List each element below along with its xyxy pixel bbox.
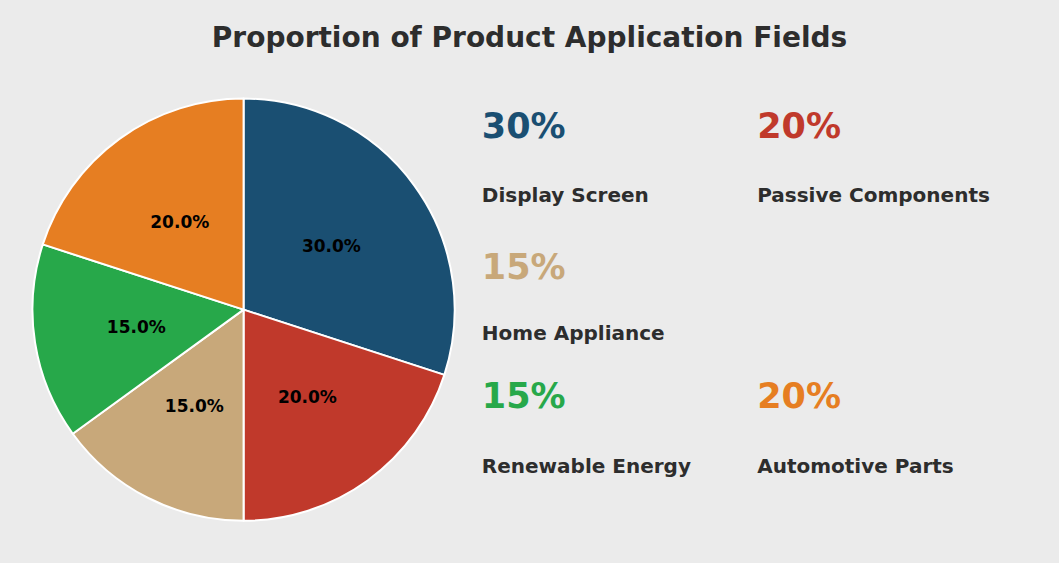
svg-text:15.0%: 15.0% — [107, 317, 166, 337]
svg-text:Proportion of Product Applicat: Proportion of Product Application Fields — [212, 21, 847, 54]
svg-text:20.0%: 20.0% — [150, 212, 209, 232]
svg-text:Passive Components: Passive Components — [757, 183, 990, 207]
svg-text:20.0%: 20.0% — [278, 387, 337, 407]
svg-text:15%: 15% — [482, 247, 566, 287]
svg-text:20%: 20% — [757, 376, 841, 416]
svg-text:15%: 15% — [482, 376, 566, 416]
svg-text:20%: 20% — [757, 106, 841, 146]
svg-text:30%: 30% — [482, 106, 566, 146]
svg-text:Automotive Parts: Automotive Parts — [757, 454, 954, 478]
svg-text:Home Appliance: Home Appliance — [482, 321, 665, 345]
svg-text:15.0%: 15.0% — [165, 396, 224, 416]
svg-text:Renewable Energy: Renewable Energy — [482, 454, 691, 478]
svg-text:30.0%: 30.0% — [302, 236, 361, 256]
svg-text:Display Screen: Display Screen — [482, 183, 649, 207]
